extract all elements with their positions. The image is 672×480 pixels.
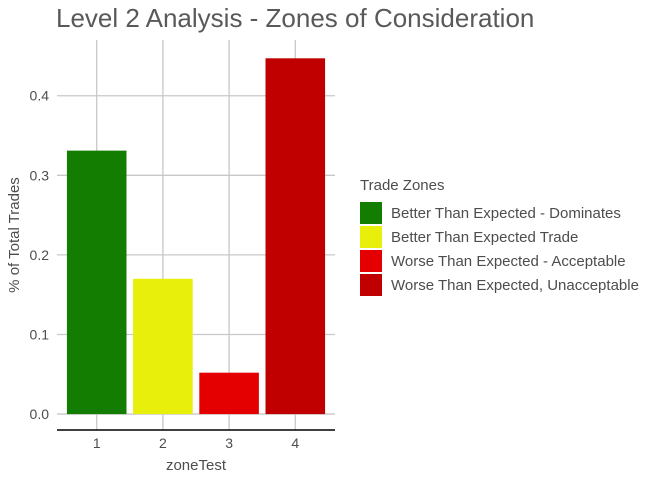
legend-swatch-1 [360,202,382,224]
legend-swatch-2 [360,226,382,248]
legend-label-4: Worse Than Expected, Unacceptable [391,276,639,294]
y-tick-label: 0.2 [30,247,50,263]
legend-item-3: Worse Than Expected - Acceptable [360,249,639,273]
bars [66,58,326,415]
x-axis-label: zoneTest [166,457,227,474]
legend-item-4: Worse Than Expected, Unacceptable [360,273,639,297]
legend-swatch-4 [360,274,382,296]
legend-title: Trade Zones [360,177,445,194]
y-tick-label: 0.4 [30,88,50,104]
x-tick-label: 2 [159,435,167,451]
bar-2 [133,278,193,415]
legend-item-2: Better Than Expected Trade [360,225,639,249]
chart-title: Level 2 Analysis - Zones of Consideratio… [56,3,535,33]
y-tick-label: 0.1 [30,326,50,342]
legend-swatch-3 [360,250,382,272]
legend-label-2: Better Than Expected Trade [391,228,579,246]
legend-item-1: Better Than Expected - Dominates [360,201,639,225]
legend-label-3: Worse Than Expected - Acceptable [391,252,626,270]
bar-4 [265,58,326,415]
legend-label-1: Better Than Expected - Dominates [391,204,621,222]
legend: Trade Zones Better Than Expected - Domin… [360,177,639,297]
x-tick-label: 1 [93,435,101,451]
x-tick-label: 4 [291,435,299,451]
y-tick-label: 0.0 [30,406,50,422]
x-tick-label: 3 [225,435,233,451]
bar-1 [66,150,127,415]
bar-3 [199,372,259,415]
y-tick-label: 0.3 [30,167,50,183]
y-axis-label: % of Total Trades [6,177,23,293]
axes: 0.0 0.1 0.2 0.3 0.4 1 2 3 4 [30,88,335,451]
